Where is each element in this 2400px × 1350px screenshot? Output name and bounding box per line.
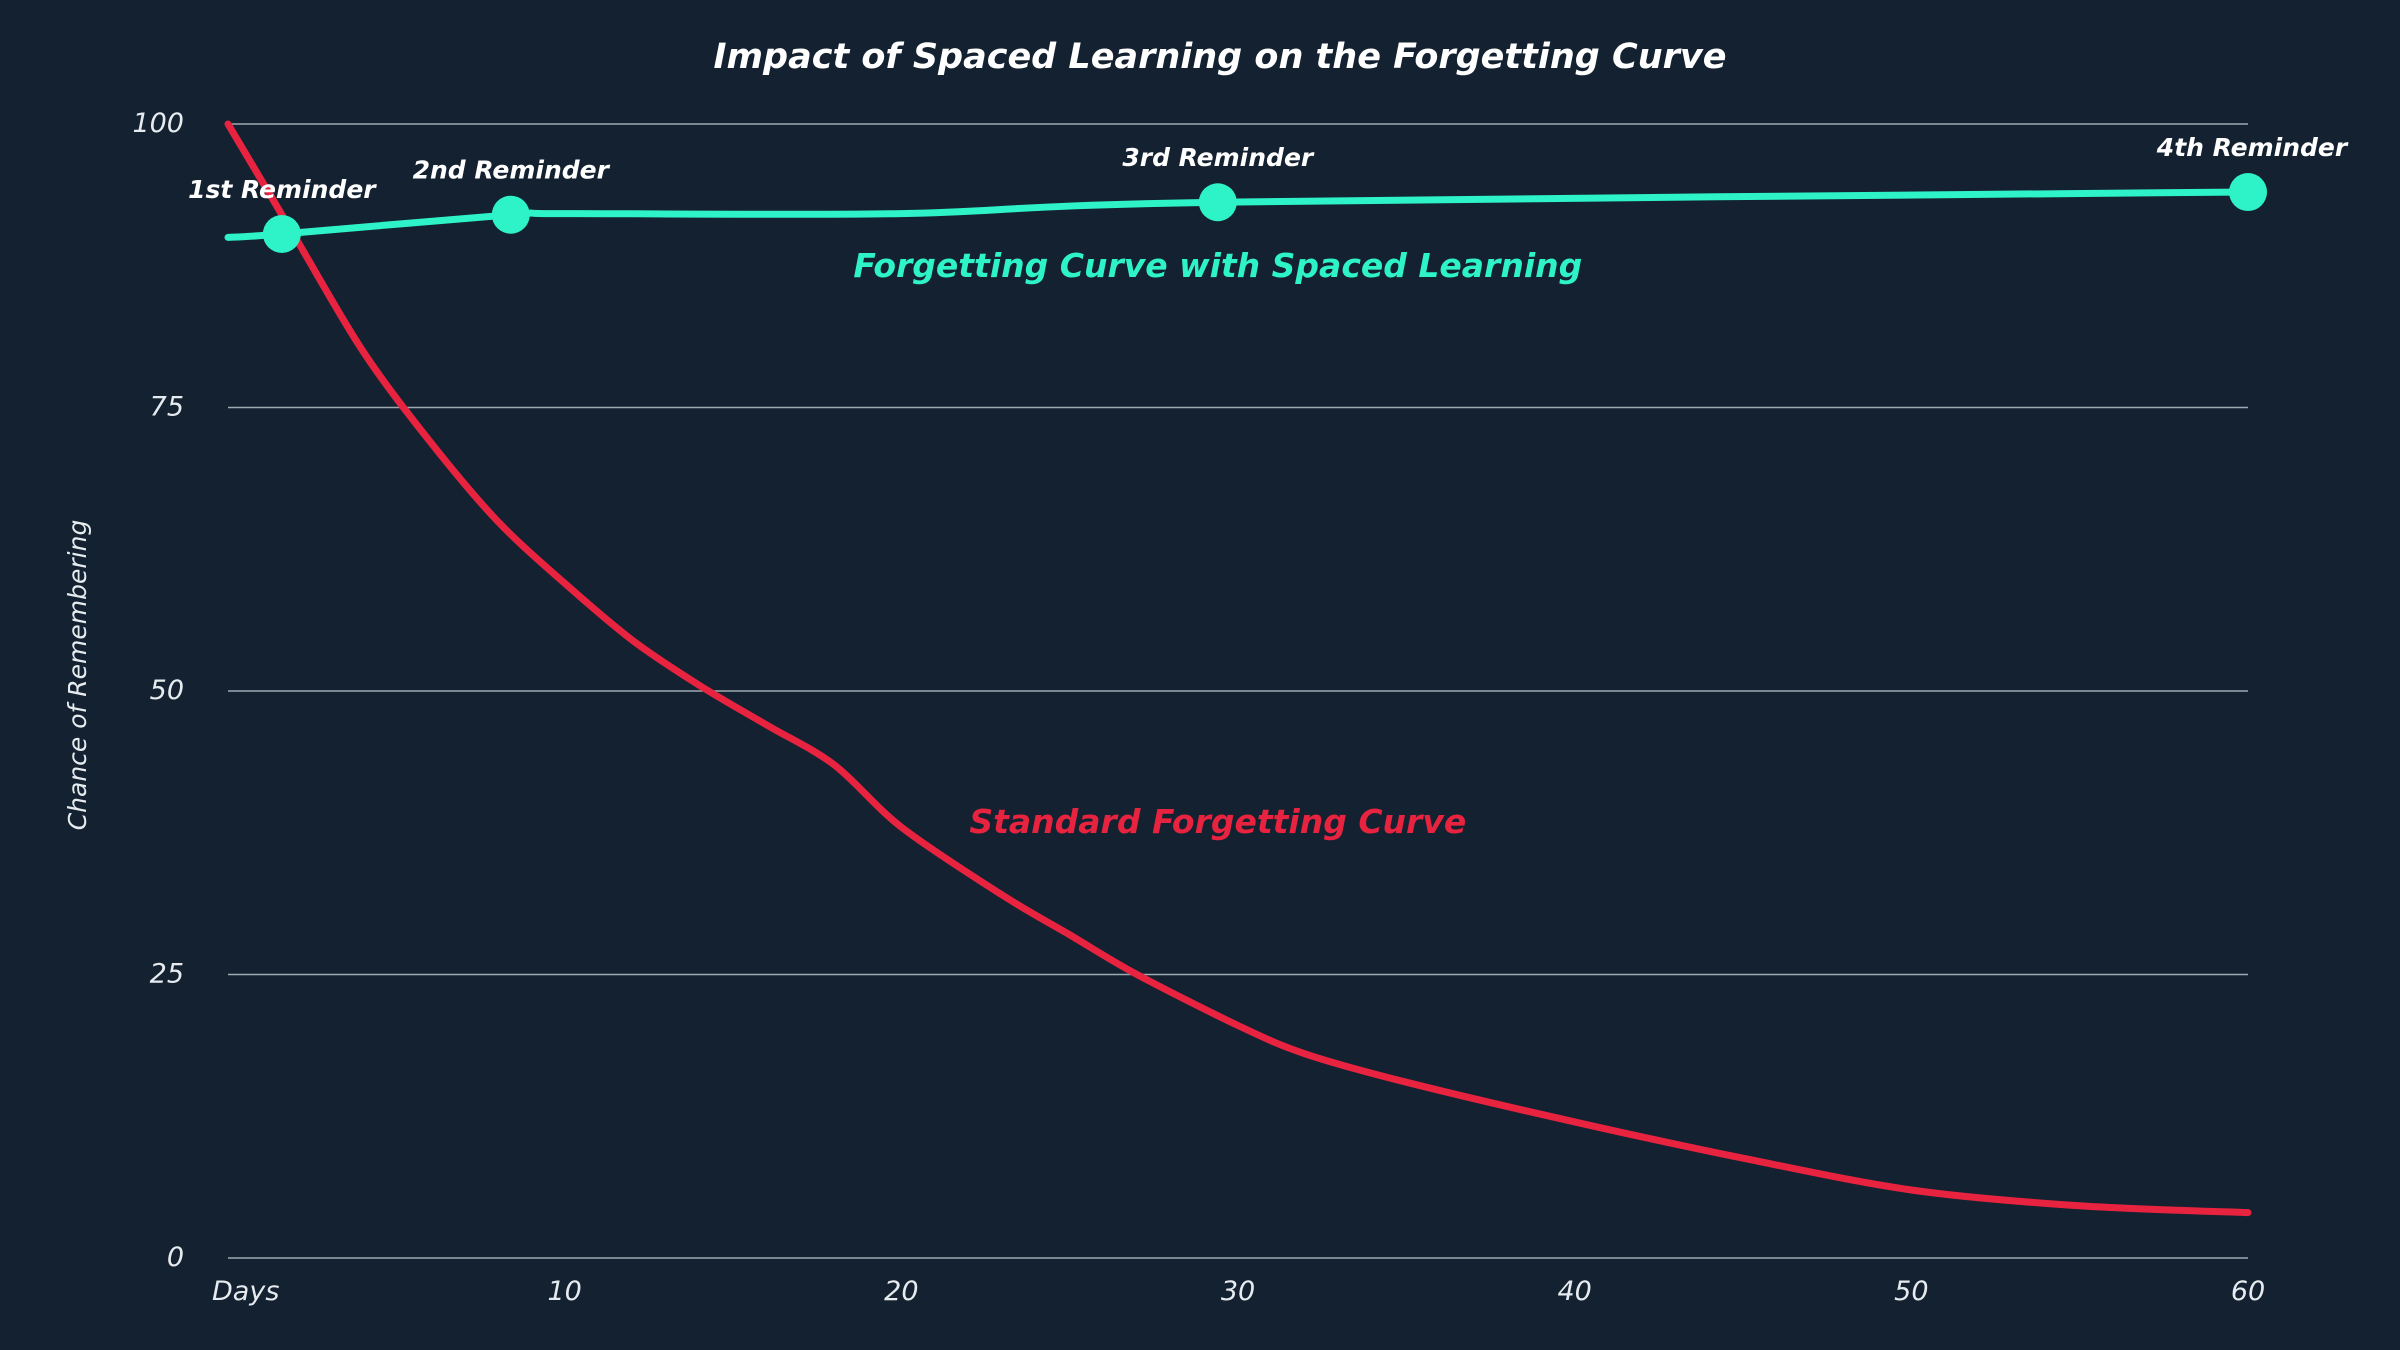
standard-curve-label: Standard Forgetting Curve [969,802,1466,841]
reminder-label: 3rd Reminder [1122,143,1315,172]
y-tick-label: 75 [150,392,184,423]
y-tick-label: 0 [167,1242,184,1273]
chart-title: Impact of Spaced Learning on the Forgett… [714,37,1727,77]
x-tick-label: 10 [547,1276,581,1307]
y-tick-label: 25 [150,959,184,990]
reminder-label: 2nd Reminder [413,156,611,185]
y-axis-label: Chance of Remembering [63,520,92,831]
standard-forgetting-line [224,120,2252,1217]
series-annotations: Forgetting Curve with Spaced Learning Sta… [853,246,1582,841]
spaced-learning-line [224,188,2252,241]
reminder-markers: 1st Reminder 2nd Reminder 3rd Reminder 4th … [188,133,2349,253]
x-tick-label: 20 [884,1276,918,1307]
series-lines [224,120,2252,1217]
x-axis-ticks: Days 10 20 30 40 50 60 [212,1276,2265,1307]
reminder-marker [262,214,301,253]
grid-lines [228,123,2248,1259]
y-axis-ticks: 0 25 50 75 100 [132,108,184,1273]
x-tick-label: 30 [1221,1276,1255,1307]
x-tick-label: 40 [1557,1276,1591,1307]
y-tick-label: 100 [132,108,184,139]
x-tick-label: Days [212,1276,279,1307]
reminder-label: 4th Reminder [2156,133,2349,162]
x-tick-label: 60 [2231,1276,2265,1307]
spaced-learning-label: Forgetting Curve with Spaced Learning [853,246,1582,285]
y-tick-label: 50 [150,675,184,706]
x-tick-label: 50 [1894,1276,1928,1307]
reminder-marker [491,195,530,234]
reminder-marker [2229,173,2267,212]
reminder-marker [1198,183,1237,222]
reminder-label: 1st Reminder [188,175,377,204]
